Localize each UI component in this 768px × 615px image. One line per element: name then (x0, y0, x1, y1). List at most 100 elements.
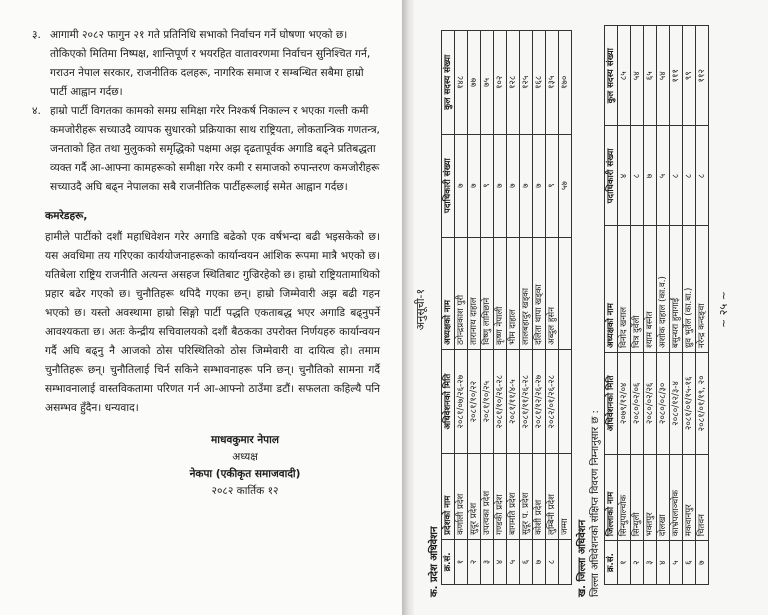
table-cell: सिन्धुपाल्चोक (617, 454, 631, 541)
table-cell: भक्तपुर (643, 454, 657, 541)
table-cell: ७ (532, 134, 546, 238)
table-cell: सिन्धुली (630, 454, 644, 541)
item-text: हाम्रो पार्टी विगतका कामको समग्र समिक्षा… (50, 105, 380, 193)
column-header: अध्यक्षको नाम (604, 225, 618, 353)
annex-title: अनुसूची-१ (414, 288, 427, 331)
body-paragraph: हामीले पार्टीको दशौं महाधिवेशन गरेर अगाड… (45, 231, 380, 414)
table-cell: लालबहादुर खड्का (519, 237, 533, 350)
table-cell: ६५ (643, 25, 657, 126)
table-cell: ७ (467, 134, 481, 238)
table-cell: सुदूर प. प्रदेश (519, 453, 533, 540)
table-cell: ७ (519, 134, 533, 238)
table-cell: कोशी प्रदेश (532, 453, 546, 540)
table-cell: बागमति प्रदेश (506, 453, 520, 540)
signatory-name: माधवकुमार नेपाल (211, 434, 279, 446)
table-cell: ५ (506, 539, 520, 585)
column-header: प्रदेशको नाम (441, 453, 455, 540)
table-row: ३ उपत्यका प्रदेश २०८१/१०/२५ विष्णु लामिछाने… (480, 30, 494, 585)
district-convention-table: क्र.सं. जिल्लाको नाम अधिवेशनको मिति अध्यक्ष… (604, 25, 709, 585)
table-cell: ३ (643, 540, 657, 585)
table-cell: विनोद खनाल (617, 225, 631, 353)
table-row: ७ चितवन २०८१/०१/१९, २० नरेन्द्र कन्दङ्वा ८ ११… (695, 25, 709, 585)
table-cell: ठगेन्द्रप्रकाश पुरी (454, 237, 468, 350)
table-cell: २०८१/११/२६-२८ (519, 349, 533, 454)
table-cell: ९९ (682, 25, 696, 126)
header-row: क्र.सं. जिल्लाको नाम अधिवेशनको मिति अध्यक्ष… (604, 25, 618, 585)
table-cell: तारानाथ दाहाल (467, 237, 481, 350)
column-header: कुल सदस्य संख्या (441, 30, 455, 135)
header-row: क्र.सं. प्रदेशको नाम अधिवेशनको मिति अध्यक्ष… (441, 30, 455, 585)
table-cell: २०८१/१०/२६-२८ (493, 349, 507, 454)
table-row: ५ काभ्रेपलाञ्चोक २०८०/१२/३-४ बसुन्धरा हुमाग… (669, 25, 683, 585)
table-cell: चित्र दुर्वेली (630, 225, 644, 353)
table-cell: ८ (695, 126, 709, 226)
total-row: जम्मा ५७ १७० (558, 30, 572, 585)
table-cell: ४ (656, 540, 670, 585)
table-cell: दलिता थापा खड्का (532, 237, 546, 350)
table-row: ४ गण्डकी प्रदेश २०८१/१०/२६-२८ कृष्ण नेपाली ७… (493, 30, 507, 585)
table-cell: ११२ (695, 25, 709, 126)
table-cell (558, 349, 572, 454)
page-number: ~ २५ ~ (717, 291, 730, 328)
table-cell: ५ (669, 540, 683, 585)
table-cell: ८ (545, 539, 559, 585)
table-cell: ७ (695, 540, 709, 585)
table-cell: २०८२/०१/२६-२८ (545, 349, 559, 454)
table-row: ७ कोशी प्रदेश २०८१/१२/२६-२७ दलिता थापा खड्क… (532, 30, 546, 585)
province-convention-table: क्र.सं. प्रदेशको नाम अधिवेशनको मिति अध्यक्ष… (441, 30, 572, 585)
table-cell: २०८१/१२/२६-२७ (532, 349, 546, 454)
table-cell: ७ (643, 126, 657, 226)
column-header: जिल्लाको नाम (604, 454, 618, 541)
table-cell: २०८१/०१/१५-१६ (682, 352, 696, 455)
table-cell: लुम्बिनी प्रदेश (545, 453, 559, 540)
table-cell: १११ (669, 25, 683, 126)
table-cell: ८ (630, 126, 644, 226)
item-number: ४. (32, 105, 41, 117)
table-cell: अशोक दाहाल (का.व.) (656, 225, 670, 353)
table-row: १ कर्णाली प्रदेश २०८१/०७/२६-२७ ठगेन्द्रप्रक… (454, 30, 468, 585)
table-cell: १ (454, 539, 468, 585)
table-cell: ८ (669, 126, 683, 226)
table-cell: १४८ (454, 30, 468, 135)
table-cell: विष्णु लामिछाने (480, 237, 494, 350)
table-cell: ५ (656, 126, 670, 226)
table-cell: श्याम बस्नेत (643, 225, 657, 353)
table-cell: मकवानपुर (682, 454, 696, 541)
table-cell: ६ (519, 539, 533, 585)
numbered-item-4: ४. हाम्रो पार्टी विगतका कामको समग्र समिक… (32, 102, 380, 197)
table-cell: २०७९/१२/०४ (617, 352, 631, 455)
table-cell: ९ (545, 134, 559, 238)
table-row: ३ भक्तपुर २०८०/०२/२६ श्याम बस्नेत ७ ६५ (643, 25, 657, 585)
table-cell: ५४ (656, 25, 670, 126)
total-officials: ५७ (558, 134, 572, 238)
table-cell: उपत्यका प्रदेश (480, 453, 494, 540)
table-row: १ सिन्धुपाल्चोक २०७९/१२/०४ विनोद खनाल ४ ८५ (617, 25, 631, 585)
column-header: अधिवेशनको मिति (604, 352, 618, 455)
table-cell: ५४ (630, 25, 644, 126)
item-number: ३. (32, 29, 41, 41)
section-b-intro: जिल्ला अधिवेशनको संक्षिप्त विवरण निम्नान… (590, 410, 601, 597)
table-cell: गण्डकी प्रदेश (493, 453, 507, 540)
table-row: ६ सुदूर प. प्रदेश २०८१/११/२६-२८ लालबहादुर ख… (519, 30, 533, 585)
table-row: ४ दोलखा २०८०/०८/३० अशोक दाहाल (का.व.) ५ ५४ (656, 25, 670, 585)
table-cell: १०२ (493, 30, 507, 135)
table-row: २ सुदूर प्रदेश २०८१/१०/२२ तारानाथ दाहाल ७ ७७ (467, 30, 481, 585)
table-cell: ७ (454, 134, 468, 238)
table-cell: २ (630, 540, 644, 585)
column-header: पदाधिकारी संख्या (441, 134, 455, 238)
table-cell (558, 539, 572, 585)
column-header: अधिवेशनको मिति (441, 349, 455, 454)
right-page (414, 0, 768, 615)
table-cell: २०८०/०२/०६ (630, 352, 644, 455)
column-header: क्र.सं. (441, 539, 455, 585)
table-cell: ४ (493, 539, 507, 585)
table-cell: २ (467, 539, 481, 585)
table-cell: ७७ (467, 30, 481, 135)
table-cell: ७ (493, 134, 507, 238)
table-cell: ७५ (480, 30, 494, 135)
total-members: १७० (558, 30, 572, 135)
table-cell: भीम दाहाल (506, 237, 520, 350)
signature-date: २०८२ कार्तिक १२ (211, 485, 279, 497)
table-row: ५ बागमति प्रदेश २०८१/११/४-५ भीम दाहाल ७ १२८ (506, 30, 520, 585)
table-cell: चितवन (695, 454, 709, 541)
